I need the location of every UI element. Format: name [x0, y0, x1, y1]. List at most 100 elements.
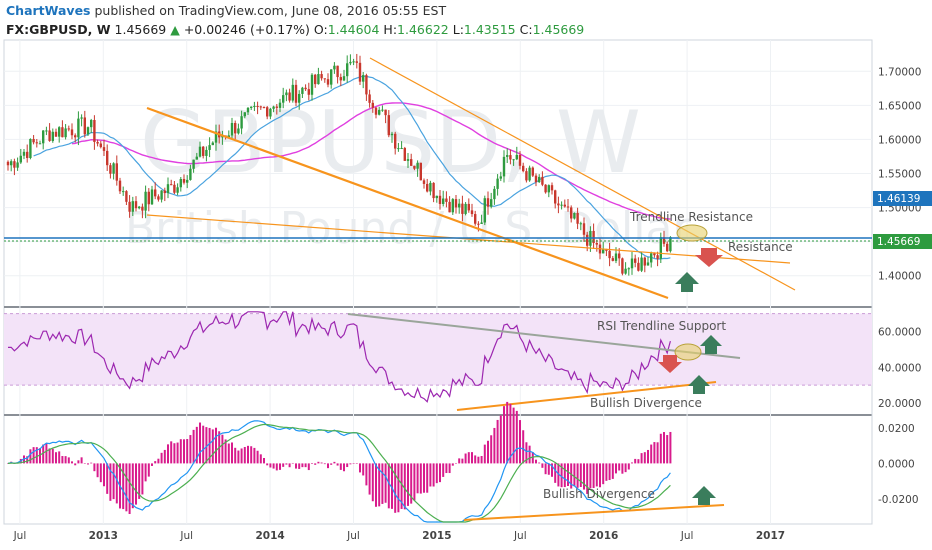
candlestick-series[interactable]	[6, 53, 672, 276]
publish-line: ChartWaves published on TradingView.com,…	[6, 3, 446, 18]
candle-body	[554, 190, 557, 204]
candle-body	[307, 89, 310, 95]
macd-bullish-divergence-line[interactable]	[463, 504, 725, 521]
candle-body	[86, 127, 90, 135]
histogram-bar	[327, 463, 329, 469]
candle-body	[630, 258, 634, 269]
candle-body	[627, 268, 630, 270]
histogram-bar	[669, 431, 672, 464]
histogram-bar	[237, 450, 240, 464]
histogram-bar	[615, 463, 617, 474]
candle-body	[243, 112, 246, 117]
histogram-bar	[288, 463, 291, 468]
time-tick-label: 2017	[756, 530, 785, 542]
histogram-bar	[167, 444, 169, 464]
candle-body	[518, 154, 522, 166]
histogram-bar	[157, 458, 160, 464]
candle-body	[13, 161, 16, 168]
chart-header: ChartWaves published on TradingView.com,…	[0, 0, 932, 40]
histogram-bar	[176, 442, 179, 464]
histogram-bar	[99, 463, 102, 483]
rsi-bullish-divergence-line[interactable]	[456, 381, 717, 411]
candle-body	[294, 84, 298, 103]
rsi-tick-label: 20.0000	[878, 398, 921, 410]
histogram-bar	[336, 463, 339, 466]
histogram-bar	[666, 435, 669, 464]
histogram-bar	[643, 452, 646, 464]
lower-channel-line[interactable]	[146, 106, 669, 300]
candle-body	[506, 155, 509, 157]
histogram-bar	[471, 452, 473, 464]
candle-body	[10, 161, 13, 166]
histogram-bar	[320, 462, 323, 464]
author-link[interactable]: ChartWaves	[6, 3, 91, 18]
candle-body	[602, 249, 605, 254]
macd-histogram[interactable]	[7, 401, 672, 514]
candle-body	[608, 250, 611, 259]
histogram-bar	[51, 448, 54, 464]
histogram-bar	[573, 463, 576, 487]
moving-average-200[interactable]	[71, 102, 671, 220]
candle-body	[339, 77, 342, 81]
candle-body	[387, 115, 390, 136]
trend-drawings[interactable]	[4, 57, 872, 300]
candle-body	[547, 185, 550, 193]
histogram-bar	[547, 463, 550, 475]
candle-body	[557, 203, 560, 206]
histogram-bar	[183, 439, 185, 464]
candle-body	[202, 146, 205, 156]
histogram-bar	[304, 463, 307, 468]
histogram-bar	[445, 463, 448, 474]
rsi-divergence-label: Bullish Divergence	[590, 396, 702, 410]
histogram-bar	[435, 463, 438, 484]
candle-body	[419, 162, 422, 181]
support-line[interactable]	[146, 214, 791, 264]
published-text: published on TradingView.com, June 08, 2…	[94, 3, 447, 18]
trendline-resistance-line[interactable]	[369, 57, 796, 291]
price-scale[interactable]: 1.700001.650001.600001.550001.500001.450…	[878, 66, 921, 506]
histogram-bar	[535, 459, 537, 464]
histogram-bar	[432, 463, 435, 487]
low-label: L:	[452, 22, 464, 37]
candle-body	[195, 156, 198, 160]
histogram-bar	[93, 463, 96, 472]
highlight-ellipse[interactable]	[676, 224, 708, 242]
candle-body	[640, 257, 643, 271]
candle-body	[61, 127, 64, 138]
symbol-label[interactable]: FX:GBPUSD, W	[6, 22, 111, 37]
candle-body	[512, 159, 515, 161]
candle-body	[48, 130, 51, 141]
candle-body	[531, 167, 534, 176]
histogram-bar	[128, 463, 131, 514]
close-label: C:	[519, 22, 533, 37]
candle-body	[618, 253, 621, 259]
candle-body	[160, 190, 163, 200]
candle-body	[621, 258, 624, 274]
histogram-bar	[205, 427, 208, 464]
histogram-bar	[509, 403, 512, 464]
moving-average-50[interactable]	[33, 75, 671, 260]
candle-body	[582, 223, 586, 235]
candle-body	[464, 203, 467, 214]
histogram-bar	[131, 463, 134, 509]
candle-body	[186, 179, 189, 183]
candle-body	[282, 95, 285, 103]
candle-body	[611, 258, 614, 261]
histogram-bar	[317, 461, 320, 464]
histogram-bar	[429, 463, 432, 487]
histogram-bar	[343, 463, 345, 472]
signal-line[interactable]	[7, 423, 671, 523]
candle-body	[330, 69, 333, 85]
time-scale[interactable]: Jul 2013 Jul 2014 Jul 2015 Jul 2016 Jul 2017	[13, 530, 786, 542]
candle-body	[227, 135, 230, 137]
time-tick-label: 2014	[255, 530, 284, 542]
rsi-line[interactable]	[8, 311, 671, 403]
histogram-bar	[349, 463, 352, 465]
histogram-bar	[605, 463, 608, 481]
rsi-highlight-ellipse[interactable]	[674, 343, 702, 361]
candle-body	[579, 223, 582, 225]
macd-line[interactable]	[7, 420, 671, 523]
histogram-bar	[602, 463, 605, 485]
candle-body	[669, 237, 672, 252]
